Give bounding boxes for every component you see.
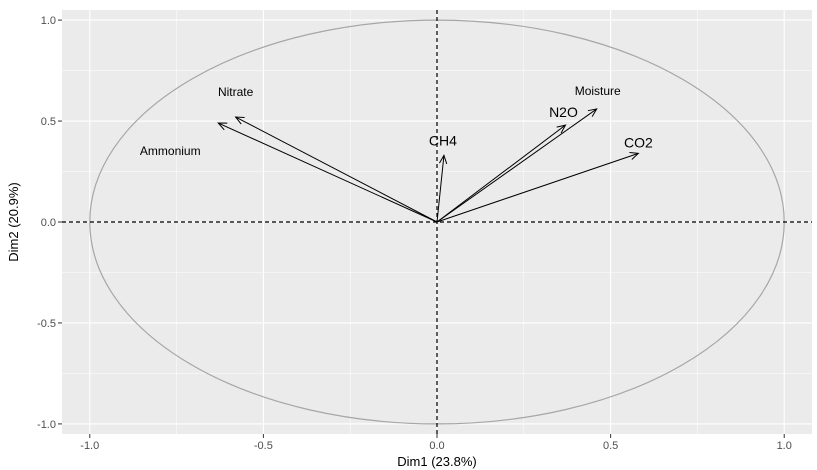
label-ammonium: Ammonium (140, 144, 201, 158)
label-co2: CO2 (624, 134, 653, 150)
y-axis-title: Dim2 (20.9%) (6, 182, 21, 261)
y-tick-label: 0.0 (41, 217, 56, 229)
x-tick-label: -0.5 (254, 440, 273, 452)
label-ch4: CH4 (429, 132, 457, 148)
arrow-moisture (436, 108, 598, 223)
arrow-ch4 (436, 154, 448, 223)
y-tick-label: -0.5 (37, 318, 56, 330)
x-tick-label: -1.0 (80, 440, 99, 452)
label-nitrate: Nitrate (218, 85, 254, 99)
variable-labels: Nitrate Ammonium CH4 N2O Moisture CO2 (140, 84, 653, 158)
y-tick-label: -1.0 (37, 419, 56, 431)
x-tick-label: 1.0 (777, 440, 792, 452)
y-tick-label: 1.0 (41, 15, 56, 27)
x-axis-title: Dim1 (23.8%) (397, 454, 476, 469)
label-moisture: Moisture (575, 84, 621, 98)
arrow-co2 (436, 152, 640, 223)
y-axis-ticks: -1.0 -0.5 0.0 0.5 1.0 (37, 15, 62, 431)
x-tick-label: 0.0 (429, 440, 444, 452)
arrow-nitrate (234, 116, 438, 223)
x-axis-ticks: -1.0 -0.5 0.0 0.5 1.0 (80, 434, 792, 452)
x-tick-label: 0.5 (603, 440, 618, 452)
label-n2o: N2O (549, 104, 578, 120)
arrow-ammonium (217, 122, 438, 223)
y-tick-label: 0.5 (41, 116, 56, 128)
arrow-n2o (436, 124, 567, 223)
variable-arrows (217, 108, 640, 223)
